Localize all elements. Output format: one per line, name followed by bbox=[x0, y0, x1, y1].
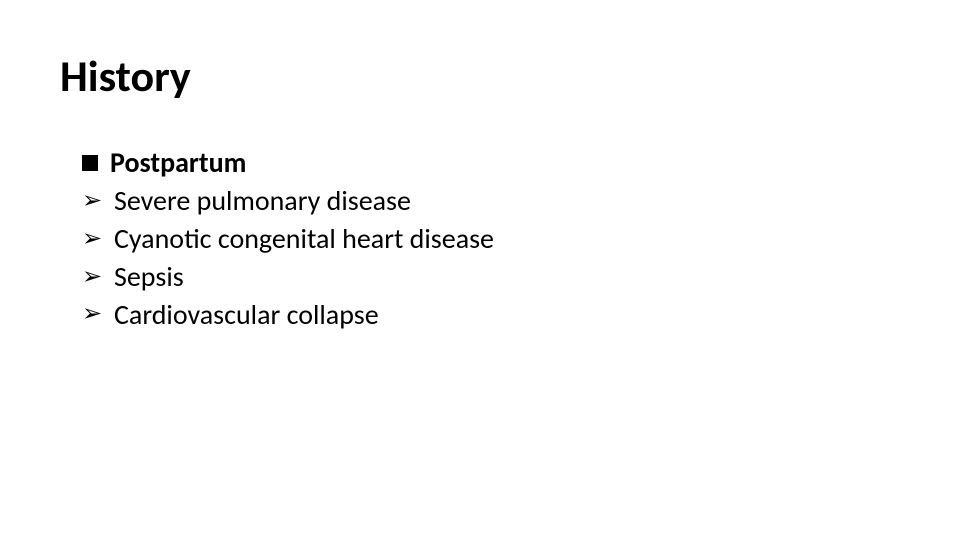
list-item-label: Sepsis bbox=[114, 258, 184, 296]
arrow-icon: ➢ bbox=[82, 189, 104, 213]
slide-title: History bbox=[60, 52, 900, 100]
list-item: ➢ Cardiovascular collapse bbox=[82, 296, 900, 334]
list-item-label: Severe pulmonary disease bbox=[114, 182, 411, 220]
list-item-label: Cyanotic congenital heart disease bbox=[114, 220, 494, 258]
arrow-icon: ➢ bbox=[82, 302, 104, 326]
list-item: ➢ Sepsis bbox=[82, 258, 900, 296]
section-heading: Postpartum bbox=[82, 144, 900, 182]
slide: History Postpartum ➢ Severe pulmonary di… bbox=[0, 0, 960, 540]
list-item: ➢ Cyanotic congenital heart disease bbox=[82, 220, 900, 258]
square-bullet-icon bbox=[82, 155, 98, 171]
slide-content: Postpartum ➢ Severe pulmonary disease ➢ … bbox=[60, 144, 900, 333]
list-item: ➢ Severe pulmonary disease bbox=[82, 182, 900, 220]
section-label: Postpartum bbox=[110, 144, 246, 182]
list-item-label: Cardiovascular collapse bbox=[114, 296, 379, 334]
arrow-icon: ➢ bbox=[82, 265, 104, 289]
arrow-icon: ➢ bbox=[82, 227, 104, 251]
